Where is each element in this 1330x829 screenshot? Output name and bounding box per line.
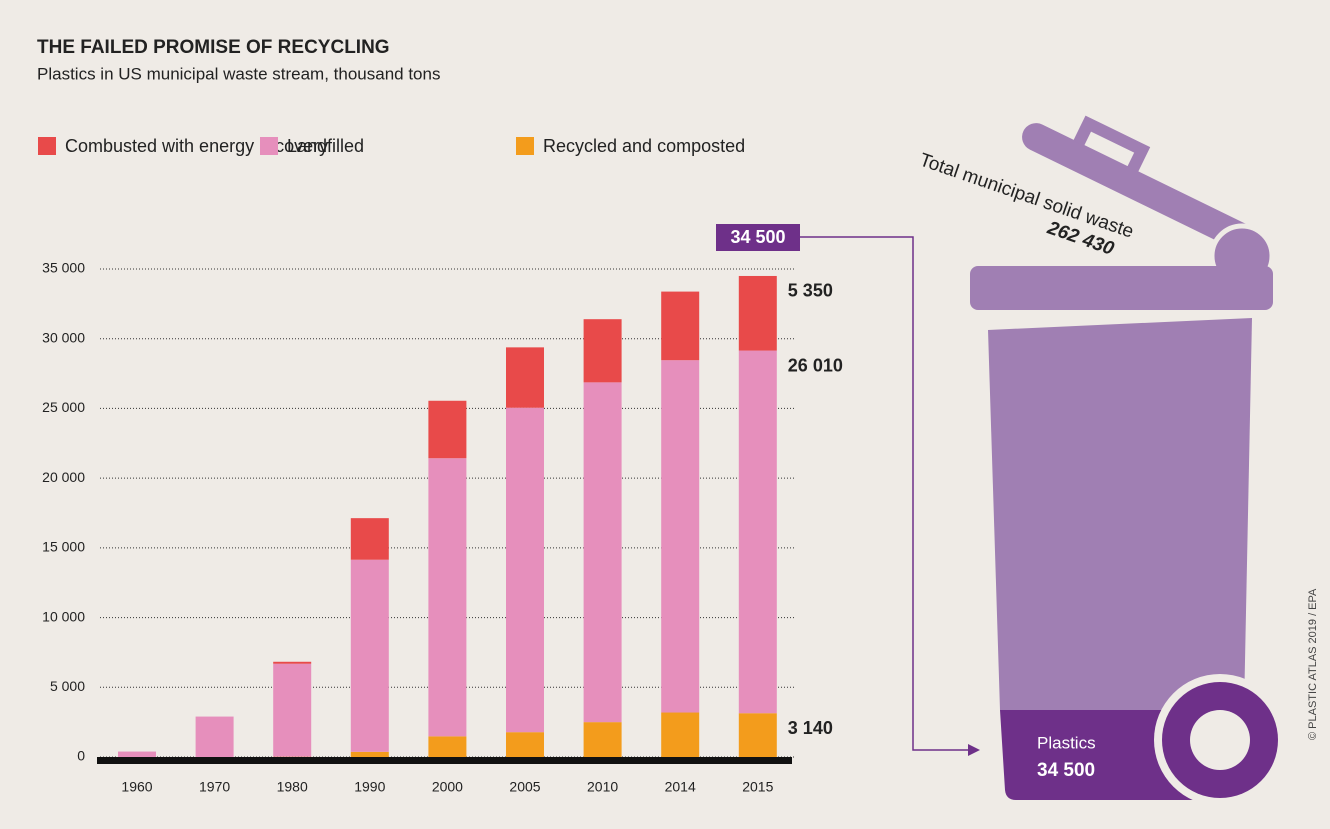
bar-segment	[506, 732, 544, 757]
bar-segment	[738, 275, 777, 351]
bar-segment	[273, 661, 312, 664]
bin-lid-handle	[1022, 115, 1259, 253]
bar-segment	[738, 350, 777, 714]
bar-segment	[661, 291, 700, 361]
bar-segment	[350, 518, 389, 560]
wheel-hub	[1190, 710, 1250, 770]
legend-swatch	[260, 137, 278, 155]
bar-segment	[506, 407, 544, 733]
bar-segment	[661, 712, 700, 757]
bar-segment	[583, 382, 622, 723]
x-tick-label: 2005	[509, 779, 540, 795]
bar-segment	[506, 347, 544, 408]
bin-lid	[970, 266, 1273, 310]
bar-segment	[350, 559, 389, 752]
y-tick-label: 30 000	[42, 329, 85, 345]
connector-arrow	[968, 744, 980, 756]
chart-title: THE FAILED PROMISE OF RECYCLING	[37, 37, 390, 58]
x-tick-label: 1990	[354, 779, 385, 795]
bar-segment	[661, 360, 700, 713]
bar-segment	[583, 319, 622, 383]
bar-segment	[428, 400, 467, 459]
bar-segment	[195, 716, 234, 757]
bar-segment	[118, 751, 156, 757]
bar-segment	[428, 736, 467, 757]
y-tick-label: 15 000	[42, 539, 85, 555]
bin-part-name: Plastics	[1037, 733, 1096, 752]
bar-segment	[273, 663, 312, 757]
bar-segment	[738, 713, 777, 757]
x-tick-label: 2014	[665, 779, 696, 795]
legend-swatch	[516, 137, 534, 155]
x-tick-label: 1980	[277, 779, 308, 795]
bar-segment	[583, 722, 622, 757]
y-tick-label: 5 000	[50, 678, 85, 694]
total-label: 34 500	[730, 227, 785, 247]
legend-label: Recycled and composted	[543, 136, 745, 156]
x-tick-label: 1970	[199, 779, 230, 795]
total-box	[716, 224, 800, 251]
bin-part-value: 34 500	[1037, 760, 1095, 781]
data-label: 5 350	[788, 281, 833, 301]
legend-label: Landfilled	[287, 136, 364, 156]
chart-subtitle: Plastics in US municipal waste stream, t…	[37, 64, 440, 83]
bar-segment	[350, 751, 389, 757]
y-tick-label: 20 000	[42, 469, 85, 485]
legend-swatch	[38, 137, 56, 155]
bin-body	[988, 318, 1252, 710]
y-tick-label: 35 000	[42, 260, 85, 276]
source: © PLASTIC ATLAS 2019 / EPA	[1307, 588, 1319, 740]
y-tick-label: 10 000	[42, 608, 85, 624]
data-label: 26 010	[788, 355, 843, 375]
x-tick-label: 2000	[432, 779, 463, 795]
bin-handle	[1073, 115, 1151, 173]
total-connector	[800, 236, 970, 751]
data-label: 3 140	[788, 718, 833, 738]
bin-lid-arm	[1022, 123, 1259, 253]
bar-segment	[428, 458, 467, 737]
y-tick-label: 0	[77, 748, 85, 764]
x-tick-label: 2010	[587, 779, 618, 795]
x-tick-label: 1960	[121, 779, 152, 795]
y-tick-label: 25 000	[42, 399, 85, 415]
x-tick-label: 2015	[742, 779, 773, 795]
baseline	[97, 757, 792, 764]
